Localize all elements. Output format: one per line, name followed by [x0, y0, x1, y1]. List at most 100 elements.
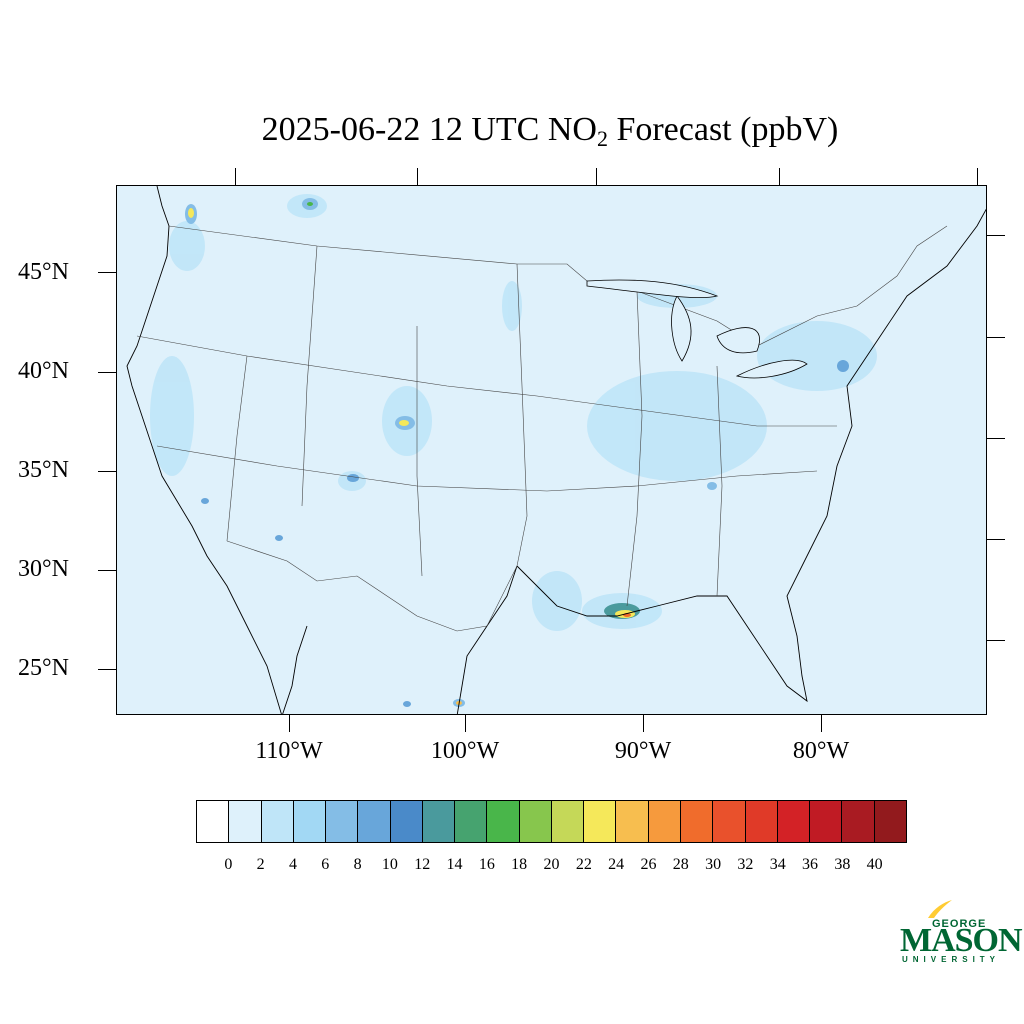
bottom-tick	[643, 715, 644, 732]
state-line-c	[301, 245, 318, 507]
lon-label: 80°W	[792, 738, 850, 764]
colorbar-label: 18	[511, 856, 528, 873]
top-tick	[779, 168, 780, 185]
colorbar	[196, 800, 907, 843]
lake-erie	[735, 359, 808, 379]
left-tick	[98, 669, 116, 670]
logo-george: GEORGE	[932, 918, 987, 930]
colorbar-label: 32	[737, 856, 754, 873]
colorbar-segment	[326, 801, 359, 842]
northeast-patch	[757, 321, 877, 391]
colorbar-segment	[487, 801, 520, 842]
mexico-gulf-coast	[456, 565, 518, 714]
colorbar-segment	[745, 801, 778, 842]
bottom-tick	[821, 715, 822, 732]
logo-mason: MASON	[900, 922, 1023, 959]
newyork-hotspot	[837, 360, 849, 372]
lat-label: 25°N	[18, 655, 69, 681]
top-tick	[235, 168, 236, 185]
ohio-valley-patch	[587, 371, 767, 481]
albuquerque-hotspot	[347, 474, 359, 482]
state-line-b	[156, 445, 818, 492]
state-line-h	[226, 355, 248, 542]
east-gulf-coast	[516, 208, 986, 703]
colorbar-label: 4	[288, 856, 297, 873]
colorbar-segment	[197, 801, 230, 842]
lon-label: 110°W	[255, 738, 323, 764]
colorbar-segment	[261, 801, 294, 842]
colorbar-segment	[810, 801, 843, 842]
dakota-patch	[502, 281, 522, 331]
top-tick	[977, 168, 978, 185]
state-line-f	[626, 290, 643, 607]
state-line-a	[136, 335, 837, 427]
right-tick	[987, 235, 1005, 236]
lon-label: 90°W	[614, 738, 672, 764]
lake-michigan	[671, 295, 692, 362]
colorbar-segment	[551, 801, 585, 842]
phoenix-hotspot	[275, 535, 283, 541]
logo-university: UNIVERSITY	[902, 955, 1001, 964]
colorbar-label: 12	[414, 856, 431, 873]
right-tick	[987, 539, 1005, 540]
map-title: 2025-06-22 12 UTC NO2 Forecast (ppbV)	[0, 108, 1024, 161]
colorbar-segment	[455, 801, 488, 842]
denver-core	[399, 420, 409, 426]
colorbar-label: 22	[575, 856, 592, 873]
colorbar-label: 36	[802, 856, 819, 873]
colorbar-label: 26	[640, 856, 657, 873]
colorbar-segment	[777, 801, 811, 842]
map-canvas	[126, 186, 986, 714]
lat-label: 40°N	[18, 358, 69, 384]
colorbar-label: 20	[543, 856, 560, 873]
bottom-tick	[465, 715, 466, 732]
california-patch	[150, 356, 194, 476]
top-tick	[596, 168, 597, 185]
colorbar-label: 8	[353, 856, 362, 873]
colorbar-label: 40	[866, 856, 883, 873]
colorbar-segment	[680, 801, 714, 842]
colorbar-segment	[390, 801, 423, 842]
seattle-core	[188, 208, 194, 218]
lake-huron	[716, 327, 760, 354]
colorbar-label: 34	[769, 856, 786, 873]
us-canada-border	[168, 225, 638, 292]
colorbar-segment	[229, 801, 262, 842]
title-subscript: 2	[596, 126, 608, 151]
colorbar-segment	[616, 801, 649, 842]
left-tick	[98, 272, 116, 273]
colorbar-segment	[519, 801, 552, 842]
colorbar-label: 38	[834, 856, 851, 873]
atlanta-hotspot	[707, 482, 717, 490]
left-tick	[98, 570, 116, 571]
colorbar-segment	[842, 801, 875, 842]
baja-coast	[282, 625, 308, 714]
colorbar-label: 24	[608, 856, 625, 873]
bottom-tick	[289, 715, 290, 732]
houston-patch	[532, 571, 582, 631]
west-coast	[126, 186, 282, 714]
colorbar-label: 0	[224, 856, 233, 873]
hotspots	[185, 198, 849, 707]
state-line-g	[716, 365, 723, 597]
lon-label: 100°W	[430, 738, 500, 764]
colorbar-segment	[293, 801, 327, 842]
left-tick	[98, 372, 116, 373]
colorbar-segment	[584, 801, 617, 842]
us-mexico-border	[226, 540, 518, 632]
right-tick	[987, 640, 1005, 641]
la-hotspot	[201, 498, 209, 504]
colorbar-label: 30	[705, 856, 722, 873]
colorbar-segment	[358, 801, 391, 842]
gmu-logo: GEORGE MASON UNIVERSITY	[896, 898, 1023, 968]
title-suffix: Forecast (ppbV)	[607, 111, 839, 148]
colorbar-segment	[713, 801, 746, 842]
colorbar-segment	[874, 801, 906, 842]
state-line-d	[416, 326, 423, 577]
lat-label: 30°N	[18, 556, 69, 582]
logo-swoosh	[928, 900, 952, 918]
colorbar-segment	[422, 801, 456, 842]
lat-label: 35°N	[18, 457, 69, 483]
top-tick	[417, 168, 418, 185]
colorbar-label: 28	[672, 856, 689, 873]
